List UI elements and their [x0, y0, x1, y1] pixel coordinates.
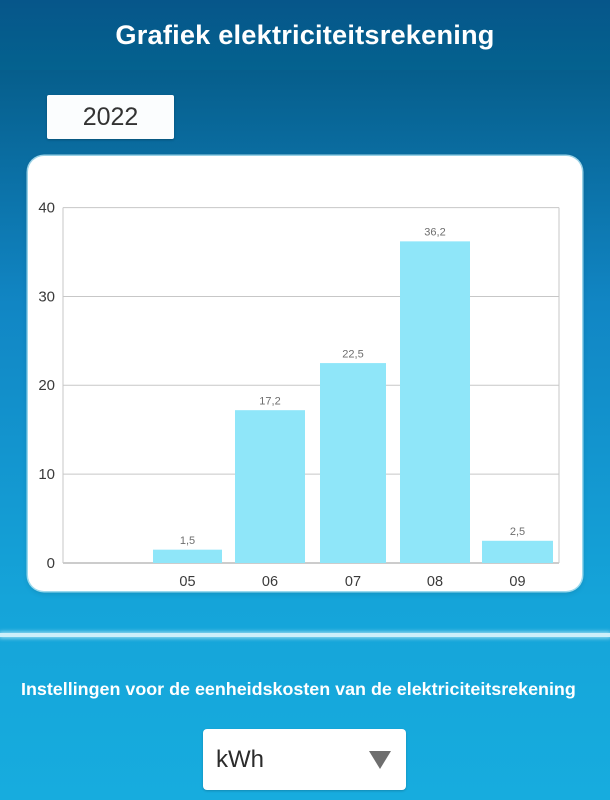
svg-text:1,5: 1,5: [180, 535, 195, 547]
svg-text:22,5: 22,5: [342, 349, 363, 361]
svg-text:30: 30: [38, 288, 55, 305]
svg-text:2,5: 2,5: [510, 526, 525, 538]
svg-text:07: 07: [345, 574, 361, 590]
svg-text:09: 09: [509, 574, 525, 590]
svg-text:20: 20: [38, 377, 55, 394]
svg-text:40: 40: [38, 200, 55, 217]
svg-text:05: 05: [179, 574, 195, 590]
svg-text:0: 0: [47, 555, 55, 572]
svg-text:36,2: 36,2: [424, 227, 445, 239]
svg-text:17,2: 17,2: [259, 396, 280, 408]
svg-text:06: 06: [262, 574, 278, 590]
svg-text:10: 10: [38, 466, 55, 483]
svg-text:08: 08: [427, 574, 443, 590]
